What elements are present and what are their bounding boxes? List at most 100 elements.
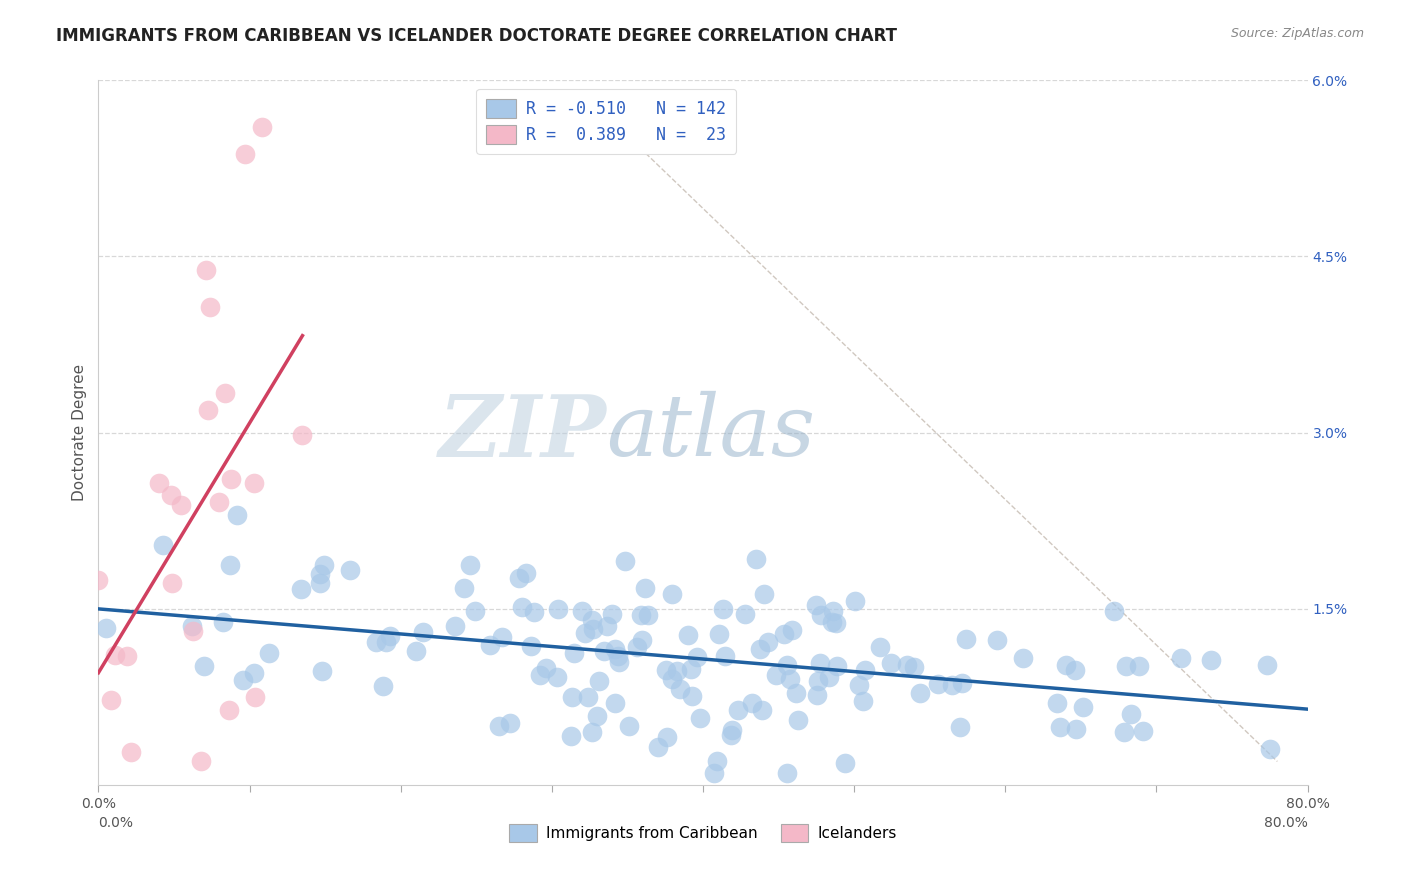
Point (596, 619, 619, 633)
Point (647, 739, 669, 754)
Point (741, 696, 763, 710)
Point (252, 120, 274, 135)
Point (776, 765, 799, 780)
Point (613, 554, 636, 568)
Point (515, 566, 537, 581)
Point (1102, 604, 1125, 618)
Point (678, 628, 700, 642)
Point (478, 638, 501, 652)
Point (94, 621, 117, 635)
Point (786, 713, 808, 727)
Point (1256, 657, 1278, 672)
Point (162, 576, 184, 591)
Point (756, 635, 779, 649)
Point (529, 667, 551, 681)
Point (765, 667, 787, 681)
Point (686, 649, 709, 664)
Point (749, 642, 772, 657)
Point (225, 508, 247, 522)
Point (120, 745, 142, 759)
Point (896, 657, 918, 672)
Point (218, 703, 240, 717)
Point (160, 488, 183, 502)
Text: Source: ZipAtlas.com: Source: ZipAtlas.com (1230, 27, 1364, 40)
Point (576, 690, 599, 704)
Point (603, 641, 626, 656)
Point (773, 626, 796, 640)
Point (637, 607, 659, 622)
Point (780, 623, 803, 637)
Point (574, 626, 596, 640)
Point (927, 677, 949, 691)
Point (523, 605, 546, 619)
Point (634, 582, 657, 596)
Point (1064, 723, 1087, 737)
Point (666, 664, 689, 678)
Point (152, 538, 174, 552)
Point (560, 729, 582, 743)
Point (115, 648, 138, 663)
Point (714, 648, 737, 663)
Point (546, 670, 568, 684)
Point (508, 570, 530, 584)
Point (1170, 650, 1192, 665)
Point (311, 664, 333, 678)
Point (706, 754, 728, 768)
Point (817, 671, 839, 685)
Point (231, 673, 253, 687)
Point (709, 627, 731, 641)
Point (148, 475, 170, 490)
Point (104, 648, 127, 663)
Point (661, 587, 683, 601)
Point (243, 690, 266, 704)
Text: 0.0%: 0.0% (98, 816, 134, 830)
Point (498, 715, 520, 730)
Point (460, 558, 482, 573)
Point (534, 660, 557, 674)
Point (631, 633, 654, 648)
Point (593, 644, 616, 658)
Point (1054, 658, 1077, 673)
Point (219, 471, 242, 485)
Point (810, 608, 832, 623)
Point (669, 681, 692, 696)
Point (571, 604, 593, 618)
Point (581, 613, 603, 627)
Point (752, 586, 775, 600)
Point (561, 690, 583, 705)
Point (1128, 659, 1150, 673)
Point (582, 622, 605, 636)
Point (197, 402, 219, 417)
Point (779, 673, 801, 687)
Point (949, 720, 972, 734)
Point (243, 476, 266, 491)
Point (825, 615, 848, 630)
Point (804, 598, 827, 612)
Point (170, 498, 193, 512)
Point (720, 723, 742, 737)
Point (689, 711, 711, 725)
Point (257, 646, 280, 660)
Point (1119, 707, 1142, 722)
Point (852, 694, 875, 708)
Point (339, 563, 361, 577)
Point (290, 582, 312, 596)
Text: ZIP: ZIP (439, 391, 606, 475)
Text: 80.0%: 80.0% (1264, 816, 1308, 830)
Point (1258, 741, 1281, 756)
Point (869, 640, 891, 654)
Point (464, 604, 486, 618)
Point (727, 703, 749, 717)
Point (734, 607, 756, 622)
Point (941, 677, 963, 691)
Point (720, 728, 742, 742)
Point (806, 688, 828, 702)
Point (606, 648, 628, 663)
Point (785, 686, 807, 700)
Point (607, 655, 630, 669)
Point (853, 663, 876, 677)
Point (562, 646, 585, 660)
Point (903, 659, 925, 673)
Point (453, 581, 475, 595)
Point (681, 662, 703, 676)
